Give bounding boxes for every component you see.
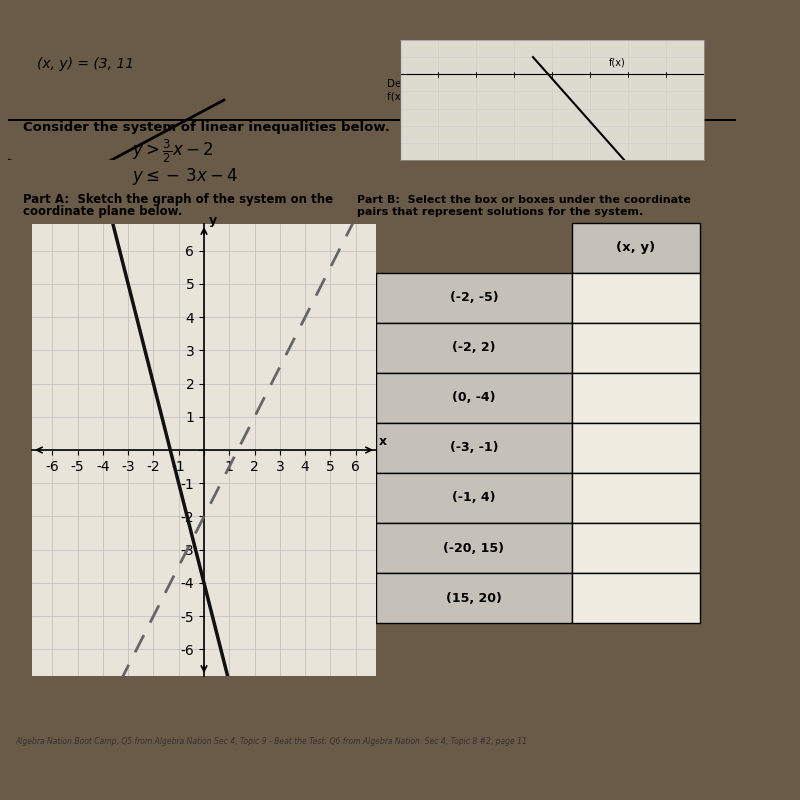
- Bar: [376, 273, 572, 323]
- Text: (-20, 15): (-20, 15): [443, 542, 505, 554]
- Bar: [376, 473, 572, 523]
- Bar: [572, 222, 699, 273]
- Text: f(x): f(x): [609, 58, 626, 68]
- Text: (x, y): (x, y): [616, 242, 655, 254]
- Text: Determine the positive x-coordinate where: Determine the positive x-coordinate wher…: [386, 78, 611, 89]
- Text: x: x: [378, 435, 386, 448]
- Text: Part A:  Sketch the graph of the system on the: Part A: Sketch the graph of the system o…: [22, 193, 333, 206]
- Text: pairs that represent solutions for the system.: pairs that represent solutions for the s…: [358, 207, 644, 218]
- Text: (-1, 4): (-1, 4): [452, 491, 496, 505]
- Bar: [8, 119, 736, 121]
- Bar: [572, 523, 699, 573]
- Bar: [572, 323, 699, 373]
- Text: (-2, 2): (-2, 2): [452, 342, 496, 354]
- Bar: [572, 473, 699, 523]
- Text: (x, y) = (3, 11: (x, y) = (3, 11: [37, 57, 134, 71]
- Text: $y > \frac{3}{2}x - 2$: $y > \frac{3}{2}x - 2$: [132, 138, 213, 166]
- Text: (-3, -1): (-3, -1): [450, 442, 498, 454]
- Text: y: y: [209, 214, 217, 227]
- Text: Consider the system of linear inequalities below.: Consider the system of linear inequaliti…: [22, 121, 390, 134]
- Bar: [572, 373, 699, 423]
- Bar: [376, 423, 572, 473]
- Text: Part B:  Select the box or boxes under the coordinate: Part B: Select the box or boxes under th…: [358, 195, 691, 205]
- Bar: [572, 423, 699, 473]
- Text: (0, -4): (0, -4): [452, 391, 496, 404]
- Text: Algebra Nation Boot Camp, Q5 from Algebra Nation Sec 4, Topic 9 - Beat the Test;: Algebra Nation Boot Camp, Q5 from Algebr…: [15, 737, 527, 746]
- Text: f(x)  =  g(x).: f(x) = g(x).: [386, 92, 450, 102]
- Bar: [376, 373, 572, 423]
- Text: $y \leq -\,3x - 4$: $y \leq -\,3x - 4$: [132, 166, 238, 186]
- Bar: [376, 523, 572, 573]
- Bar: [572, 573, 699, 623]
- Bar: [376, 573, 572, 623]
- Bar: [572, 273, 699, 323]
- Bar: [376, 323, 572, 373]
- Text: (-2, -5): (-2, -5): [450, 291, 498, 304]
- Text: (15, 20): (15, 20): [446, 591, 502, 605]
- Text: coordinate plane below.: coordinate plane below.: [22, 206, 182, 218]
